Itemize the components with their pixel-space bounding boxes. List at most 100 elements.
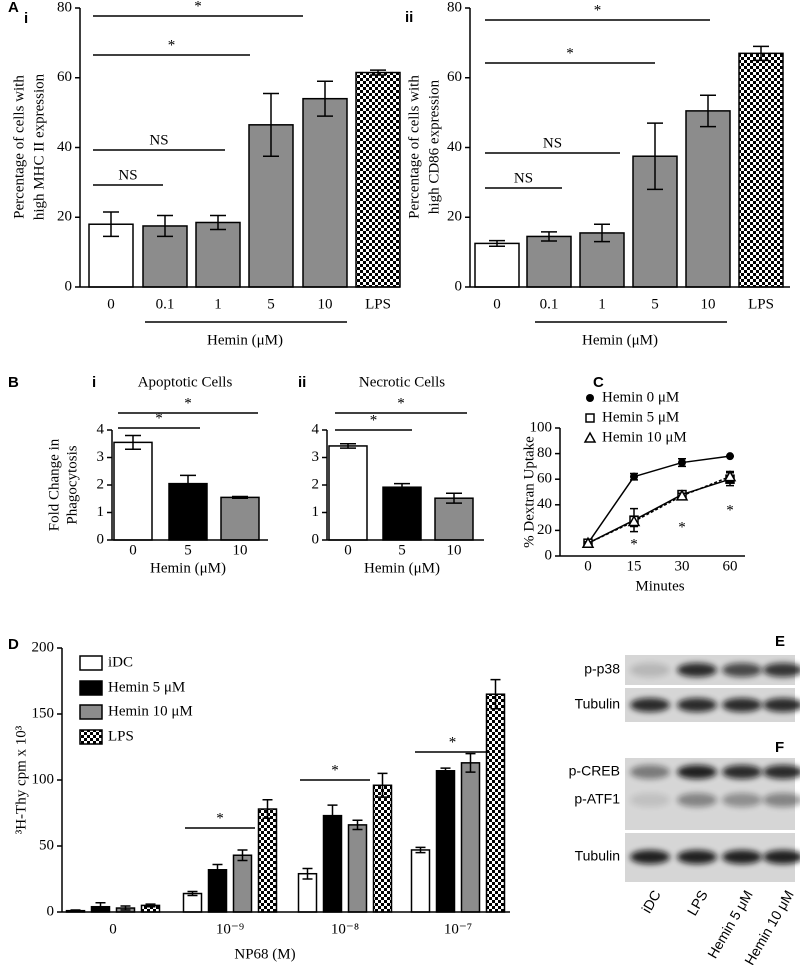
significance-label: NS [118,167,137,183]
x-tick-label: 10 [233,542,248,558]
error-bar [120,905,131,911]
bar [302,97,348,288]
legend-label: Hemin 5 μM [108,679,185,695]
blot-band [677,793,717,807]
bar [526,235,572,288]
blot-band [763,698,800,712]
bar [220,496,260,541]
blot-band [630,793,670,807]
error-bar [394,482,410,492]
blot-band [722,793,762,807]
blot-row-label: Tubulin [575,848,620,864]
blot-band [630,663,670,677]
significance-label: * [397,395,405,411]
y-axis-label: Fold Change in [46,438,62,531]
subpanel-label: i [24,10,28,27]
point [726,452,734,461]
error-bar [145,903,156,908]
panel-label: F [775,739,784,756]
bar [232,854,253,913]
significance-label: * [216,810,224,826]
error-bar [317,80,333,117]
bar [372,784,393,913]
legend-label: LPS [108,728,134,744]
y-tick-label: 3 [312,449,320,465]
blot-band [763,793,800,807]
error-bar [212,863,223,876]
legend-swatch [79,704,103,720]
x-tick-label: 60 [723,558,738,574]
panel-label: C [593,374,604,391]
x-tick-label: 0 [584,558,592,574]
panel-label: E [775,633,785,650]
error-bar [180,474,196,493]
y-tick-label: 50 [39,837,54,853]
subpanel-label: ii [405,9,413,26]
y-tick-label: 2 [97,476,105,492]
y-tick-label: 60 [537,471,552,487]
error-bar [700,94,716,128]
significance-label: NS [543,135,562,151]
x-axis-label: Hemin (μM) [207,332,283,348]
error-bar [103,211,119,238]
x-tick-label: 10 [701,296,716,312]
x-tick-label: 10 [447,542,462,558]
x-tick-label: 5 [184,542,192,558]
bar [257,808,278,913]
legend-swatch [79,680,103,696]
y-tick-label: 0 [47,903,55,919]
bar [410,849,431,913]
blot-row-label: p-p38 [584,661,620,677]
blot-band [763,765,800,779]
bar [113,441,153,541]
y-tick-label: 40 [447,139,462,155]
error-bar [440,767,451,775]
x-tick-label: 5 [651,296,659,312]
error-bar [327,804,338,827]
significance-label: * [155,410,163,426]
error-bar [370,69,386,76]
error-bar [415,846,426,854]
point [675,489,689,501]
y-tick-label: 4 [312,421,320,437]
point [723,470,737,482]
error-bar [340,443,356,449]
error-bar [263,92,279,157]
y-axis-label: Percentage of cells with [406,75,422,219]
subpanel-label: i [92,374,96,391]
error-bar [95,902,106,912]
blot-row-label: p-CREB [569,763,620,779]
x-tick-label: 5 [398,542,406,558]
bar [435,770,456,913]
error-bar [210,214,226,231]
error-bar [594,223,610,243]
blot-band [722,663,762,677]
x-tick-label: 0 [129,542,137,558]
legend-marker [583,431,597,443]
subpanel-label: ii [298,374,306,391]
blot-band [722,698,762,712]
significance-label: * [184,395,192,411]
bar [434,497,474,541]
blot-band [763,850,800,864]
y-axis-label: ³H-Thy cpm x 10³ [13,725,29,834]
significance-label: * [630,536,638,552]
x-tick-label: 5 [267,296,275,312]
y-tick-label: 4 [97,421,105,437]
x-axis-label: NP68 (M) [234,946,295,962]
blot-band [677,850,717,864]
bar [207,869,228,913]
y-tick-label: 20 [447,209,462,225]
y-tick-label: 80 [447,0,462,15]
significance-label: * [168,37,176,53]
legend-label: Hemin 0 μM [602,389,679,405]
significance-label: * [726,502,734,518]
x-tick-label: 10 [318,296,333,312]
y-tick-label: 20 [537,522,552,538]
error-bar [541,231,557,242]
y-tick-label: 60 [447,69,462,85]
blot-row-label: p-ATF1 [574,791,620,807]
blot-band [722,850,762,864]
x-axis-label: Minutes [635,578,684,594]
